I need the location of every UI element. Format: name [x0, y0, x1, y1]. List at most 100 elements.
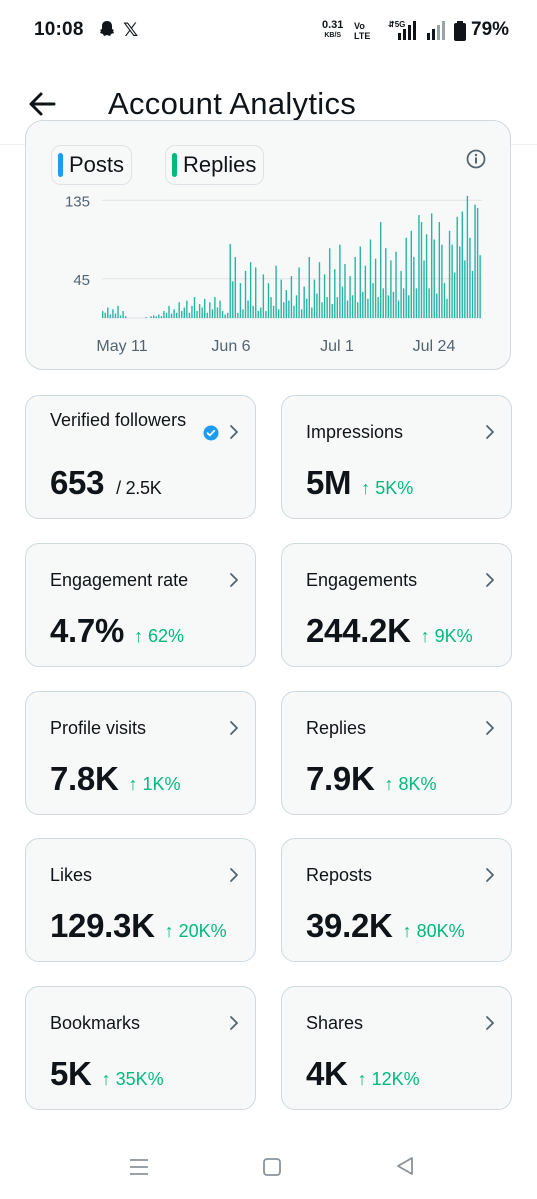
metric-card-profile-visits[interactable]: Profile visits 7.8K ↑ 1K%	[25, 691, 256, 815]
chart-bar	[267, 283, 270, 318]
chart-bar	[479, 255, 481, 318]
metric-card-likes[interactable]: Likes 129.3K ↑ 20K%	[25, 838, 256, 962]
chart-bar	[109, 314, 112, 318]
chart-bar	[438, 222, 441, 318]
system-nav-bar	[0, 1140, 537, 1199]
home-square-icon[interactable]	[262, 1157, 282, 1182]
chart-bar	[316, 293, 318, 318]
back-triangle-icon[interactable]	[394, 1155, 416, 1182]
chart-bar	[326, 297, 328, 318]
legend-posts-label: Posts	[69, 152, 125, 177]
chart-bar	[336, 297, 339, 318]
chart-bar	[242, 309, 244, 318]
chart-bar	[471, 270, 474, 318]
chart-bar	[193, 297, 196, 318]
chart-bar	[211, 309, 214, 318]
chart-bar	[390, 260, 392, 318]
chart-bar	[405, 237, 407, 318]
metric-card-impressions[interactable]: Impressions 5M ↑ 5K%	[281, 395, 512, 519]
chart-bar	[252, 305, 254, 318]
legend-replies[interactable]: Replies	[165, 145, 265, 185]
chart-bar	[219, 300, 221, 318]
chart-bar	[175, 312, 178, 318]
metric-value-row: 7.8K ↑ 1K%	[50, 760, 181, 798]
chart-bar	[425, 234, 428, 318]
chart-bar	[306, 298, 308, 318]
metric-change: ↑ 1K%	[128, 774, 181, 794]
metric-value: 653	[50, 464, 105, 501]
metric-value-row: 129.3K ↑ 20K%	[50, 907, 227, 945]
chart-bar	[303, 286, 305, 318]
chart-bar	[369, 239, 372, 318]
metric-card-verified-followers[interactable]: Verified followers 653 / 2.5K	[25, 395, 256, 519]
chart-bar	[354, 256, 356, 318]
metric-change: ↑ 12K%	[357, 1069, 420, 1089]
metric-change: ↑ 8K%	[384, 774, 437, 794]
chart-bar	[464, 260, 466, 318]
chart-bar	[114, 313, 117, 318]
chart-bar	[311, 307, 313, 318]
chart-bar	[476, 208, 479, 318]
legend-posts[interactable]: Posts	[51, 145, 133, 185]
chart-bar	[117, 305, 119, 318]
metric-card-replies[interactable]: Replies 7.9K ↑ 8K%	[281, 691, 512, 815]
chart-bar	[321, 302, 323, 318]
chart-bar	[221, 311, 224, 318]
back-arrow-icon[interactable]	[24, 86, 60, 122]
chart-bar	[201, 307, 203, 318]
chevron-right-icon	[227, 424, 241, 440]
chart-bar	[451, 244, 453, 318]
chart-bar	[163, 311, 165, 318]
chart-bar	[183, 307, 186, 318]
metric-card-engagement-rate[interactable]: Engagement rate 4.7% ↑ 62%	[25, 543, 256, 667]
chart-bar	[186, 300, 188, 318]
chart-bar	[165, 312, 168, 318]
chart-bar	[344, 263, 346, 318]
metric-card-engagements[interactable]: Engagements 244.2K ↑ 9K%	[281, 543, 512, 667]
chart-bar	[331, 304, 333, 318]
page-title: Account Analytics	[108, 86, 357, 121]
chart-bar	[298, 267, 300, 318]
chart-bar	[170, 313, 173, 318]
chevron-right-icon	[227, 572, 241, 588]
metric-label: Engagement rate	[50, 570, 189, 590]
chart-bar	[191, 305, 193, 318]
chart-bar	[158, 314, 160, 318]
chart-bar	[413, 256, 415, 318]
replies-color-swatch	[172, 153, 177, 177]
info-icon[interactable]	[466, 149, 486, 169]
chart-bar	[430, 213, 433, 318]
posts-color-swatch	[58, 153, 63, 177]
metric-change: ↑ 20K%	[164, 921, 227, 941]
chart-bar	[173, 309, 175, 318]
metric-value-row: 653 / 2.5K	[50, 464, 162, 502]
chart-bar	[214, 297, 216, 318]
chart-bar	[382, 288, 384, 318]
signal-icon: ⇵5G	[388, 19, 448, 46]
metric-card-reposts[interactable]: Reposts 39.2K ↑ 80K%	[281, 838, 512, 962]
recents-menu-icon[interactable]	[128, 1157, 150, 1182]
chart-bar	[239, 283, 242, 318]
chart-bar	[112, 309, 114, 318]
battery-icon	[453, 21, 467, 46]
legend-replies-label: Replies	[183, 152, 257, 177]
metric-value-row: 5M ↑ 5K%	[306, 464, 413, 502]
chart-bar	[339, 244, 341, 318]
chevron-right-icon	[227, 867, 241, 883]
chart-bar	[247, 300, 249, 318]
chart-bar	[328, 248, 331, 318]
chart-bar	[469, 237, 471, 318]
chart-bar	[420, 222, 423, 318]
metric-card-shares[interactable]: Shares 4K ↑ 12K%	[281, 986, 512, 1110]
chart-bar	[234, 256, 237, 318]
metric-value: 5M	[306, 464, 352, 501]
chart-bar	[300, 309, 303, 318]
chart-bar	[232, 281, 234, 318]
chart-bar	[260, 307, 262, 318]
chart-bar	[280, 279, 282, 318]
metric-card-bookmarks[interactable]: Bookmarks 5K ↑ 35K%	[25, 986, 256, 1110]
chart-bar	[188, 312, 191, 318]
metric-label: Profile visits	[50, 718, 147, 738]
chart-bar	[415, 288, 418, 318]
chart-bar	[448, 230, 451, 318]
